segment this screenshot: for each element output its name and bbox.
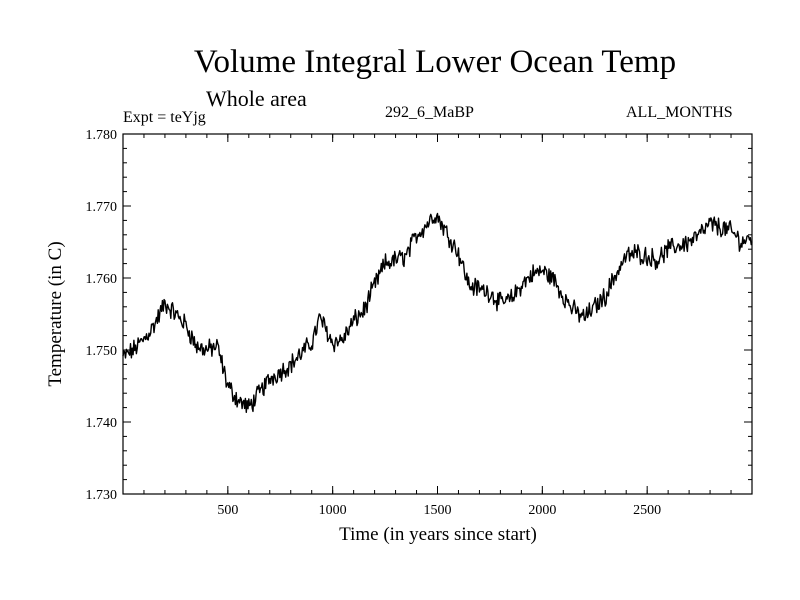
axes: 1.730 1.740 1.750 1.760 1.770 1.780 500 1000 150… bbox=[86, 128, 752, 518]
chart-subtitle: Whole area bbox=[206, 86, 307, 111]
y-tick-label: 1.780 bbox=[86, 128, 118, 143]
x-tick-label: 2000 bbox=[528, 503, 556, 518]
y-tick-label: 1.750 bbox=[86, 344, 118, 359]
y-tick-label: 1.760 bbox=[86, 272, 118, 287]
y-tick-label: 1.740 bbox=[86, 416, 118, 431]
series-line bbox=[122, 212, 753, 413]
x-tick-label: 1000 bbox=[319, 503, 347, 518]
x-tick-label: 500 bbox=[217, 503, 238, 518]
chart-title: Volume Integral Lower Ocean Temp bbox=[193, 44, 677, 80]
y-tick-label: 1.770 bbox=[86, 200, 118, 215]
period-label: ALL_MONTHS bbox=[626, 104, 733, 121]
experiment-label: Expt = teYjg bbox=[123, 109, 206, 126]
run-label: 292_6_MaBP bbox=[385, 104, 474, 121]
series-layer bbox=[122, 212, 753, 413]
y-tick-label: 1.730 bbox=[86, 488, 118, 503]
x-tick-label: 2500 bbox=[633, 503, 661, 518]
plot-frame bbox=[122, 133, 753, 495]
x-axis-label: Time (in years since start) bbox=[339, 524, 537, 545]
x-tick-label: 1500 bbox=[424, 503, 452, 518]
